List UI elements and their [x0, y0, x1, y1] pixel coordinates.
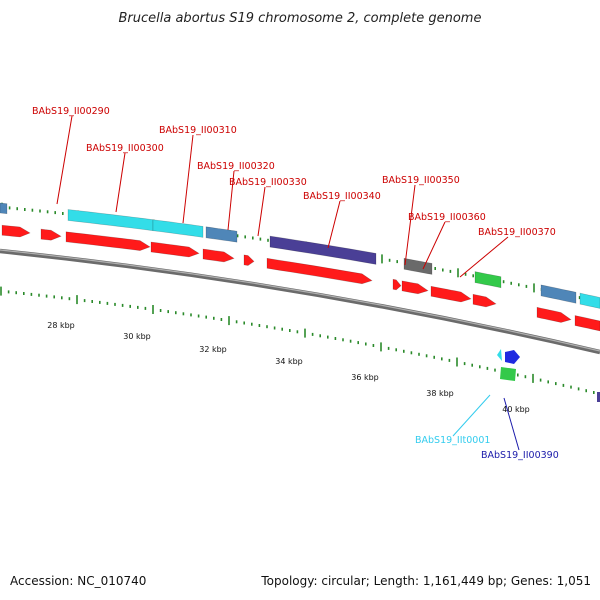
feature-cyan-edge-right: [579, 292, 600, 309]
svg-text:BAbS19_II00340: BAbS19_II00340: [303, 191, 381, 202]
gene-label-ii00300: BAbS19_II00300: [86, 143, 164, 213]
svg-text:BAbS19_II00370: BAbS19_II00370: [478, 227, 556, 238]
svg-text:BAbS19_II00390: BAbS19_II00390: [481, 450, 559, 461]
feature-steelblue-2: [540, 284, 577, 304]
gene-label-ii00360: BAbS19_II00360: [408, 212, 486, 270]
feature-steelblue-edge-left: [0, 202, 8, 215]
cds-arrow-13: [574, 315, 600, 332]
cds-arrow-8: [392, 278, 402, 291]
cds-arrow-9: [401, 280, 429, 295]
map-title: Brucella abortus S19 chromosome 2, compl…: [119, 11, 482, 26]
chromosome-backbone: [0, 248, 600, 355]
scale-label-28kbp: 28 kbp: [47, 321, 75, 330]
feature-indigo: [269, 235, 377, 265]
accession-label: Accession: NC_010740: [10, 574, 147, 588]
feature-cyan-2: [152, 219, 204, 238]
svg-text:BAbS19_IIt0001: BAbS19_IIt0001: [415, 435, 490, 446]
trna-feature: [497, 349, 502, 361]
cds-arrow-5: [202, 248, 235, 263]
gene-label-iit0001: BAbS19_IIt0001: [415, 394, 490, 446]
cds-arrow-2: [40, 228, 62, 241]
svg-text:BAbS19_II00360: BAbS19_II00360: [408, 212, 486, 223]
blue-gene-feature: [505, 350, 520, 364]
cds-arrow-12: [536, 306, 572, 323]
feature-grey: [403, 257, 433, 275]
cds-arrow-11: [472, 293, 497, 308]
cds-arrow-10: [430, 285, 472, 303]
cds-arrow-3: [65, 231, 151, 251]
scale-label-30kbp: 30 kbp: [123, 332, 151, 341]
gene-label-ii00310: BAbS19_II00310: [159, 125, 237, 224]
cds-arrow-6: [243, 254, 255, 266]
indigo-edge-feature: [597, 392, 600, 402]
gene-label-ii00350: BAbS19_II00350: [382, 175, 460, 266]
svg-text:BAbS19_II00310: BAbS19_II00310: [159, 125, 237, 136]
scale-label-32kbp: 32 kbp: [199, 345, 227, 354]
scale-label-34kbp: 34 kbp: [275, 357, 303, 366]
gene-label-ii00370: BAbS19_II00370: [459, 227, 556, 278]
svg-text:BAbS19_II00350: BAbS19_II00350: [382, 175, 460, 186]
cds-arrow-4: [150, 241, 200, 258]
cds-arrow-1: [1, 224, 31, 238]
svg-text:BAbS19_II00320: BAbS19_II00320: [197, 161, 275, 172]
gene-label-ii00340: BAbS19_II00340: [303, 191, 381, 249]
gene-label-ii00390: BAbS19_II00390: [481, 397, 559, 461]
feature-steelblue-1: [205, 226, 238, 243]
scale-label-40kbp: 40 kbp: [502, 405, 530, 414]
feature-green-1: [474, 271, 502, 289]
scale-label-36kbp: 36 kbp: [351, 373, 379, 382]
feature-cyan-1: [67, 209, 154, 232]
svg-text:BAbS19_II00300: BAbS19_II00300: [86, 143, 164, 154]
cds-arrow-7: [266, 257, 373, 285]
gene-features: [0, 202, 600, 402]
svg-text:BAbS19_II00330: BAbS19_II00330: [229, 177, 307, 188]
svg-text:BAbS19_II00290: BAbS19_II00290: [32, 106, 110, 117]
scale-label-38kbp: 38 kbp: [426, 389, 454, 398]
gene-label-ii00330: BAbS19_II00330: [229, 177, 307, 237]
gene-label-ii00290: BAbS19_II00290: [32, 106, 110, 205]
scale-labels: 28 kbp 30 kbp 32 kbp 34 kbp 36 kbp 38 kb…: [47, 321, 530, 414]
topology-label: Topology: circular; Length: 1,161,449 bp…: [261, 574, 591, 588]
gene-label-ii00320: BAbS19_II00320: [197, 161, 275, 231]
green-gene-feature: [500, 367, 516, 381]
gene-labels: BAbS19_II00290 BAbS19_II00300 BAbS19_II0…: [32, 106, 559, 461]
